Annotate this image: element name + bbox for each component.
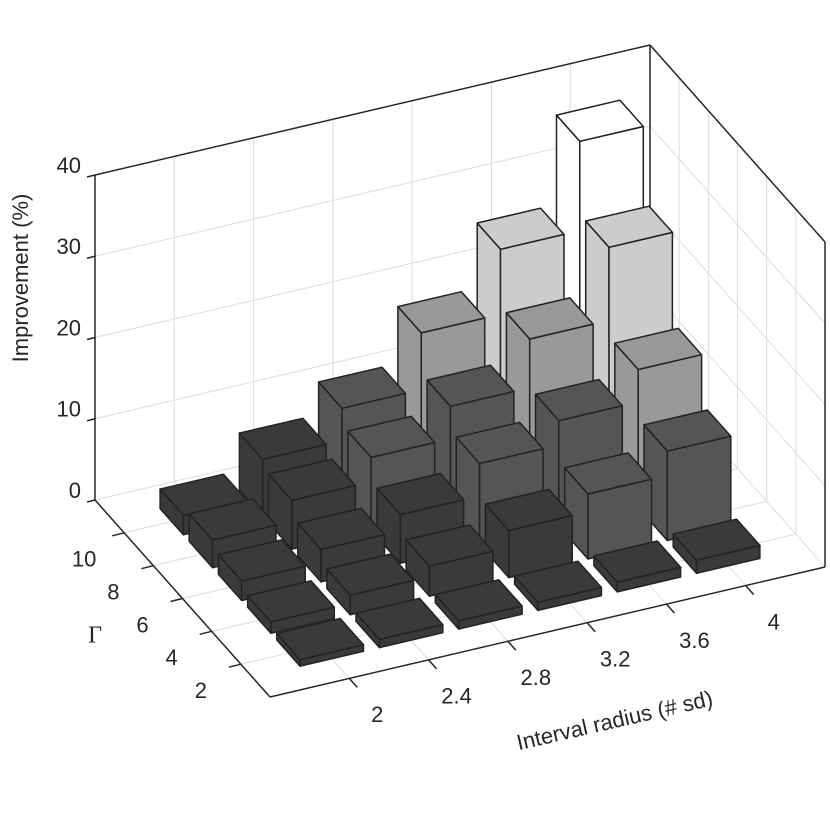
z-tick — [86, 418, 96, 422]
bar-top-face — [296, 507, 386, 551]
bar — [513, 560, 603, 612]
bar-top-face — [347, 415, 436, 459]
z-tick-label: 40 — [57, 153, 81, 178]
z-tick-label: 20 — [57, 315, 81, 340]
z-tick — [86, 174, 96, 178]
bar — [563, 452, 653, 560]
bar-top-face — [376, 472, 465, 516]
bar-top-face — [593, 540, 682, 583]
x-tick — [428, 659, 438, 670]
y-tick-label: 4 — [166, 645, 178, 670]
bar-top-face — [317, 366, 407, 410]
bar-top-face — [217, 539, 306, 582]
bar-top-face — [397, 290, 486, 334]
y-tick-label: 10 — [72, 547, 96, 572]
bar — [643, 409, 732, 542]
bar — [246, 580, 336, 635]
z-tick-label: 0 — [69, 478, 81, 503]
bar-top-face — [455, 421, 544, 465]
x-tick-label: 3.2 — [600, 647, 631, 672]
bar-top-face — [188, 498, 277, 541]
y-tick — [170, 597, 183, 603]
y-tick — [228, 663, 242, 668]
x-tick-label: 3.6 — [679, 628, 710, 653]
y-tick-label: 2 — [195, 678, 207, 703]
x-tick — [665, 603, 675, 614]
bar-top-face — [476, 207, 565, 251]
z-axis-label: Improvement (%) — [8, 194, 33, 363]
bar-top-face — [434, 579, 523, 622]
axis-line — [269, 566, 826, 698]
bar-top-face — [246, 580, 336, 623]
y-tick-label: 8 — [107, 579, 119, 604]
bar — [484, 488, 573, 579]
bar — [672, 518, 761, 575]
bar — [275, 617, 365, 667]
y-tick — [141, 564, 154, 570]
bar-top-face — [672, 518, 761, 562]
z-tick — [86, 336, 96, 341]
bar — [326, 553, 415, 616]
bar-top-face — [326, 553, 415, 597]
axis-line — [94, 44, 651, 176]
bar-top-face — [238, 417, 327, 461]
z-tick — [86, 499, 96, 503]
bar-top-face — [505, 297, 594, 340]
bar-top-face — [355, 597, 444, 641]
x-tick — [507, 640, 517, 651]
bar-top-face — [563, 452, 653, 495]
bar-top-face — [513, 560, 603, 604]
y-tick — [111, 532, 125, 537]
bar-top-face — [405, 524, 494, 567]
bar-top-face — [275, 617, 365, 661]
z-tick-label: 10 — [57, 397, 81, 422]
y-tick-label: 6 — [136, 612, 148, 637]
x-tick-label: 4 — [768, 609, 780, 634]
y-tick — [199, 630, 212, 636]
z-tick — [86, 255, 96, 259]
y-axis-label: Γ — [88, 623, 102, 649]
bar-top-face — [614, 327, 703, 371]
bar-top-face — [426, 364, 515, 408]
x-tick — [586, 622, 596, 633]
bar-top-face — [267, 458, 357, 502]
bar-top-face — [534, 378, 624, 422]
axis-line — [94, 499, 271, 698]
bar-top-face — [584, 205, 674, 249]
bar — [593, 540, 682, 593]
axis-line — [649, 44, 826, 243]
bar — [355, 597, 444, 649]
x-tick — [745, 585, 755, 596]
z-tick-label: 30 — [57, 234, 81, 259]
bar-top-face — [555, 99, 645, 143]
x-axis-label: Interval radius (# sd) — [514, 686, 715, 755]
x-tick-label: 2.8 — [521, 665, 552, 690]
bar — [217, 539, 306, 602]
bar-top-face — [643, 409, 732, 452]
x-tick-label: 2 — [371, 702, 383, 727]
x-tick-label: 2.4 — [441, 684, 472, 709]
bar — [434, 579, 523, 630]
x-tick — [348, 677, 358, 688]
bar-top-face — [484, 488, 573, 532]
bars — [159, 99, 761, 667]
